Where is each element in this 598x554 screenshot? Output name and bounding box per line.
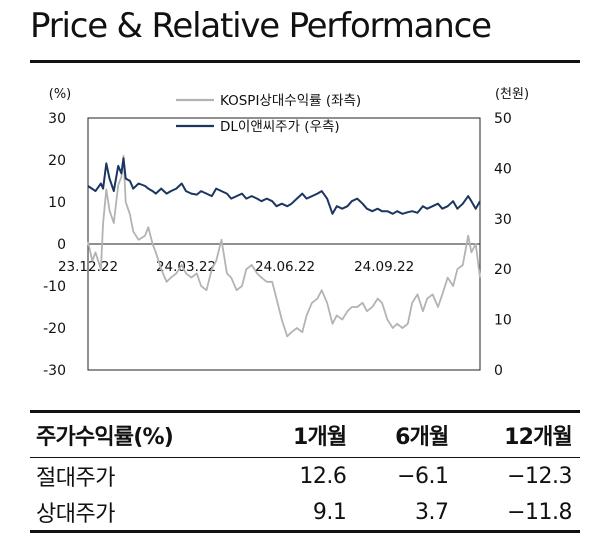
table-header-cell: 주가수익률(%) (30, 410, 253, 458)
table-cell: 9.1 (252, 494, 355, 533)
x-tick-label: 23.12.22 (58, 259, 118, 275)
table-header-cell: 6개월 (354, 410, 457, 458)
x-tick-label: 24.03.22 (156, 259, 216, 275)
title-rule (30, 60, 580, 63)
table-row: 절대주가 12.6 −6.1 −12.3 (30, 458, 580, 495)
y-left-tick-label: 20 (48, 153, 66, 169)
table-cell: 3.7 (354, 494, 457, 533)
table-cell: −6.1 (397, 463, 449, 489)
table-cell: 상대주가 (30, 494, 253, 533)
x-tick-label: 24.09.22 (354, 259, 414, 275)
y-right-tick-label: 0 (494, 363, 503, 379)
page-title: Price & Relative Performance (30, 6, 492, 46)
table-row: 상대주가 9.1 3.7 −11.8 (30, 494, 580, 533)
y-left-unit: (%) (49, 87, 72, 102)
kospi-relative-series-line (87, 154, 481, 338)
y-right-tick-label: 10 (494, 313, 512, 329)
legend-label: DL이앤씨주가 (우측) (220, 119, 340, 135)
y-right-unit: (천원) (495, 87, 529, 102)
price-performance-chart: 30 20 10 0 -10 -20 -30 50 40 30 20 10 0 23.12.22 24.… (43, 87, 529, 379)
table-header-row: 주가수익률(%) 1개월 6개월 12개월 (30, 410, 580, 458)
legend-label: KOSPI상대수익률 (좌측) (220, 93, 361, 109)
table-cell: 절대주가 (36, 466, 115, 491)
table-header-cell: 12개월 (456, 410, 580, 458)
y-right-tick-label: 30 (494, 212, 512, 228)
dl-price-series-line (87, 157, 481, 215)
table-header-cell: 1개월 (252, 410, 355, 458)
y-right-tick-label: 20 (494, 262, 512, 278)
y-right-tick-label: 40 (494, 161, 512, 177)
y-left-tick-label: 30 (48, 111, 66, 127)
table-cell: −12.3 (507, 463, 572, 489)
y-right-tick-label: 50 (494, 111, 512, 127)
y-left-tick-label: 0 (57, 237, 66, 253)
table-cell: −11.8 (456, 494, 580, 533)
y-left-tick-label: 10 (48, 195, 66, 211)
returns-table: 주가수익률(%) 1개월 6개월 12개월 절대주가 12.6 −6.1 −12… (30, 410, 580, 533)
table-cell: 12.6 (299, 463, 347, 489)
y-left-tick-label: -30 (43, 363, 66, 379)
x-tick-label: 24.06.22 (255, 259, 315, 275)
y-left-tick-label: -10 (43, 279, 66, 295)
y-left-tick-label: -20 (43, 321, 66, 337)
